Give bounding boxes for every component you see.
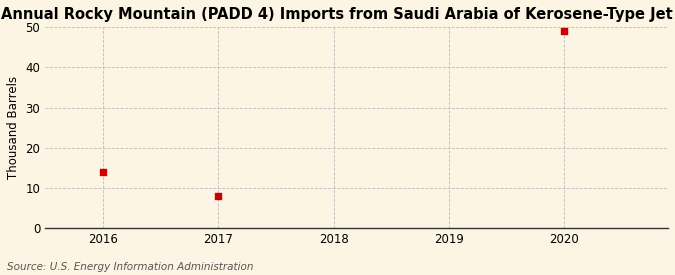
Point: [213, 194, 223, 198]
Text: Source: U.S. Energy Information Administration: Source: U.S. Energy Information Administ…: [7, 262, 253, 272]
Y-axis label: Thousand Barrels: Thousand Barrels: [7, 76, 20, 179]
Title: Annual Rocky Mountain (PADD 4) Imports from Saudi Arabia of Kerosene-Type Jet Fu: Annual Rocky Mountain (PADD 4) Imports f…: [1, 7, 675, 22]
Point: [97, 170, 108, 174]
Point: [559, 29, 570, 34]
